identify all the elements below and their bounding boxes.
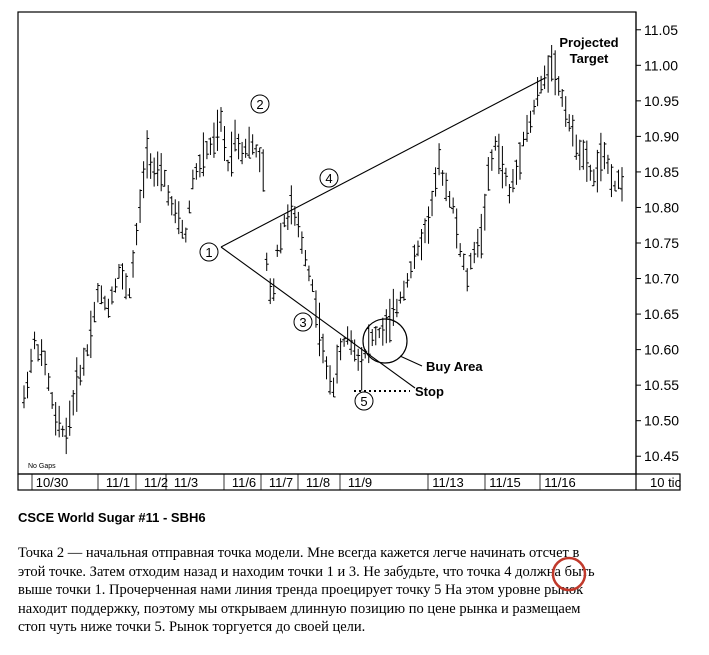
highlight-circle: [551, 556, 587, 592]
x-date-label: 10/30: [36, 475, 69, 490]
y-tick-label: 10.50: [644, 413, 679, 429]
point-5-label: 5: [360, 394, 367, 409]
highlight-ring: [551, 556, 587, 592]
body-line-3: выше точки 1. Прочерченная нами линия тр…: [18, 582, 584, 599]
x-date-label: 11/8: [306, 475, 330, 490]
y-tick-label: 10.55: [644, 377, 679, 393]
y-tick-label: 10.90: [644, 128, 679, 144]
x-date-label: 11/2: [144, 475, 168, 490]
x-date-label: 11/13: [432, 475, 464, 490]
point-2-label: 2: [256, 97, 263, 112]
body-line-1: Точка 2 — начальная отправная точка моде…: [18, 545, 580, 561]
x-date-label: 11/6: [232, 475, 256, 490]
body-line-4: находит поддержку, поэтому мы открываем …: [18, 600, 581, 617]
lower-trend-line: [220, 246, 416, 389]
y-tick-label: 10.60: [644, 342, 679, 358]
chart-caption: CSCE World Sugar #11 - SBH6: [18, 510, 206, 525]
body-text: Точка 2 — начальная отправная точка моде…: [18, 544, 690, 637]
target-label-line-1: Projected: [559, 35, 618, 50]
x-date-label: 11/1: [106, 475, 130, 490]
y-tick-label: 10.70: [644, 271, 679, 287]
y-tick-label: 11.05: [644, 22, 678, 38]
body-line-2: этой точке. Затем отходим назад и находи…: [18, 563, 595, 580]
plot-frame: [17, 11, 637, 475]
point-4-marker: [319, 168, 339, 188]
x-date-label: 11/16: [544, 475, 576, 490]
buy-area-label: Buy Area: [426, 359, 483, 374]
point-3-marker: [293, 312, 313, 332]
target-label-line-2: Target: [570, 51, 609, 66]
y-tick-label: 10.95: [644, 93, 679, 109]
date-axis-band: [17, 473, 681, 491]
point-3-label: 3: [299, 315, 306, 330]
body-line-5: стоп чуть ниже точки 5. Рынок торгуется …: [18, 619, 366, 636]
x-date-label: 11/7: [269, 475, 293, 490]
point-2-marker: [250, 94, 270, 114]
upper-trend-line: [220, 77, 546, 248]
point-4-label: 4: [325, 171, 332, 186]
y-tick-label: 10.75: [644, 235, 679, 251]
point-1-label: 1: [205, 245, 212, 260]
y-tick-label: 10.65: [644, 306, 679, 322]
buy-area-circle: [362, 318, 408, 364]
price-chart: 11.05 11.00 10.95 10.90 10.85 10.80 10.75 10.70…: [17, 11, 682, 491]
footnote-no-gaps: No Gaps: [28, 463, 56, 470]
x-unit-label: 10 tic: [650, 475, 682, 490]
y-tick-label: 10.85: [644, 164, 679, 180]
point-1-marker: [199, 242, 219, 262]
x-date-label: 11/3: [174, 475, 198, 490]
x-date-label: 11/9: [348, 475, 372, 490]
stop-label: Stop: [415, 384, 444, 399]
y-tick-label: 11.00: [644, 57, 678, 73]
y-tick-label: 10.80: [644, 199, 679, 215]
x-date-label: 11/15: [489, 475, 521, 490]
y-tick-label: 10.45: [644, 448, 679, 464]
buy-area-pointer: [399, 355, 423, 367]
